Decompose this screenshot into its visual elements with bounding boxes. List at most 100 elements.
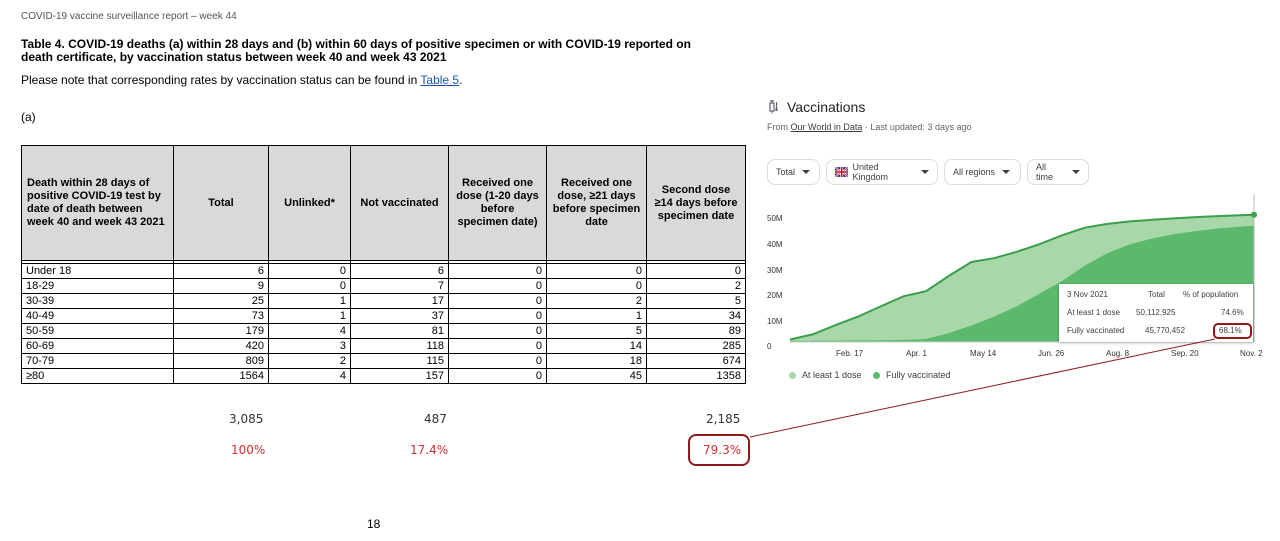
table-5-link[interactable]: Table 5: [420, 73, 460, 87]
value-cell: 0: [448, 338, 547, 354]
filter-country-label: United Kingdom: [852, 162, 888, 182]
x-tick-label: Jun. 26: [1038, 349, 1065, 358]
source-prefix: From: [767, 122, 788, 132]
tooltip-row1-pct: 74.6%: [1221, 308, 1244, 317]
value-cell: 0: [448, 323, 547, 339]
value-cell: 420: [173, 338, 269, 354]
value-cell: 0: [448, 368, 547, 384]
filter-total[interactable]: Total: [767, 159, 820, 185]
table-row: ≥80 1564 4 157 0 45 1358: [21, 368, 746, 384]
x-tick-label: Feb. 17: [836, 349, 864, 358]
age-group-cell: 60-69: [21, 338, 174, 354]
source-link[interactable]: Our World in Data: [790, 122, 863, 132]
pct-all: 100%: [231, 443, 266, 457]
chevron-down-icon: [1072, 170, 1080, 174]
value-cell: 4: [268, 368, 351, 384]
value-cell: 1564: [173, 368, 269, 384]
highlight-box-68: [1213, 323, 1252, 339]
table-row: 50-59 179 4 81 0 5 89: [21, 323, 746, 339]
legend-fully: Fully vaccinated: [873, 370, 951, 380]
value-cell: 2: [546, 293, 647, 309]
value-cell: 89: [646, 323, 746, 339]
legend-dot-light: [789, 371, 796, 379]
x-tick-label: Apr. 1: [906, 349, 927, 358]
value-cell: 5: [546, 323, 647, 339]
age-group-cell: Under 18: [21, 263, 174, 279]
total-not-vaccinated: 487: [424, 412, 447, 426]
value-cell: 37: [350, 308, 449, 324]
filter-country[interactable]: United Kingdom: [826, 159, 938, 185]
filter-time[interactable]: All time: [1027, 159, 1089, 185]
total-second-dose: 2,185: [706, 412, 741, 426]
value-cell: 0: [646, 263, 746, 279]
note: Please note that corresponding rates by …: [21, 73, 462, 87]
header-cell: Not vaccinated: [350, 145, 449, 261]
value-cell: 179: [173, 323, 269, 339]
header-cell: Received one dose, ≥21 days before speci…: [546, 145, 647, 261]
value-cell: 34: [646, 308, 746, 324]
value-cell: 115: [350, 353, 449, 369]
table-row: 60-69 420 3 118 0 14 285: [21, 338, 746, 354]
value-cell: 14: [546, 338, 647, 354]
value-cell: 1: [268, 293, 351, 309]
chevron-down-icon: [1002, 170, 1011, 174]
value-cell: 1: [546, 308, 647, 324]
uk-flag-icon: [835, 167, 849, 177]
table-row: 40-49 73 1 37 0 1 34: [21, 308, 746, 324]
value-cell: 0: [448, 278, 547, 294]
y-tick-label: 40M: [767, 240, 783, 249]
spacer-row: [21, 260, 746, 264]
tooltip-row1-label: At least 1 dose: [1067, 308, 1120, 317]
table-body: Under 18 6 0 6 0 0 0 18-29 9 0 7 0 0 2 30-39 25 1 17 0 2 5 40…: [21, 260, 746, 384]
chevron-down-icon: [802, 170, 811, 174]
x-tick-label: May 14: [970, 349, 997, 358]
value-cell: 285: [646, 338, 746, 354]
source-suffix: · Last updated: 3 days ago: [864, 122, 972, 132]
legend-dot-dark: [873, 371, 880, 379]
note-prefix: Please note that corresponding rates by …: [21, 73, 418, 87]
legend-at-least-one-label: At least 1 dose: [802, 370, 862, 380]
y-tick-label: 0: [767, 342, 772, 351]
y-tick-label: 50M: [767, 214, 783, 223]
value-cell: 3: [268, 338, 351, 354]
value-cell: 2: [268, 353, 351, 369]
syringe-icon: [769, 100, 778, 114]
widget-title: Vaccinations: [787, 99, 866, 115]
tooltip-col-total: Total: [1148, 290, 1165, 299]
total-all: 3,085: [229, 412, 264, 426]
legend-fully-label: Fully vaccinated: [886, 370, 951, 380]
value-cell: 157: [350, 368, 449, 384]
value-cell: 0: [268, 278, 351, 294]
chart-tooltip: 3 Nov 2021 Total % of population At leas…: [1059, 284, 1253, 342]
value-cell: 18: [546, 353, 647, 369]
value-cell: 0: [448, 263, 547, 279]
value-cell: 25: [173, 293, 269, 309]
tooltip-row2-label: Fully vaccinated: [1067, 326, 1125, 335]
filter-total-label: Total: [776, 167, 796, 177]
age-group-cell: ≥80: [21, 368, 174, 384]
value-cell: 0: [546, 278, 647, 294]
y-tick-label: 20M: [767, 291, 783, 300]
tooltip-row2-total: 45,770,452: [1145, 326, 1186, 335]
header-cell: Second dose ≥14 days before specimen dat…: [646, 145, 746, 261]
value-cell: 73: [173, 308, 269, 324]
filter-time-label: All time: [1036, 162, 1054, 182]
value-cell: 9: [173, 278, 269, 294]
table-header-row: Death within 28 days of positive COVID-1…: [21, 145, 746, 261]
age-group-cell: 70-79: [21, 353, 174, 369]
part-label: (a): [21, 110, 36, 124]
header-cell: Received one dose (1-20 days before spec…: [448, 145, 547, 261]
tooltip-row1-total: 50,112,925: [1136, 308, 1176, 317]
value-cell: 0: [448, 308, 547, 324]
value-cell: 0: [448, 293, 547, 309]
table-row: 18-29 9 0 7 0 0 2: [21, 278, 746, 294]
filter-regions[interactable]: All regions: [944, 159, 1021, 185]
pct-second-dose: 79.3%: [703, 443, 742, 457]
table-title: Table 4. COVID-19 deaths (a) within 28 d…: [21, 37, 691, 64]
value-cell: 5: [646, 293, 746, 309]
value-cell: 2: [646, 278, 746, 294]
hover-point: [1251, 211, 1257, 218]
y-tick-label: 10M: [767, 317, 783, 326]
value-cell: 1358: [646, 368, 746, 384]
tooltip-col-pct: % of population: [1183, 290, 1239, 299]
